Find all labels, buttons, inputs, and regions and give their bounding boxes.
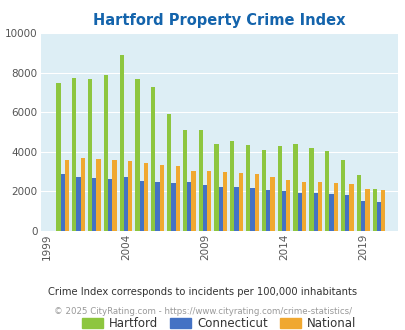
Bar	[207, 171, 211, 231]
Bar	[340, 160, 344, 231]
Bar	[139, 181, 143, 231]
Bar	[372, 189, 376, 231]
Bar	[281, 191, 286, 231]
Bar	[277, 146, 281, 231]
Bar	[182, 130, 187, 231]
Bar	[214, 144, 218, 231]
Bar	[202, 185, 207, 231]
Bar	[356, 175, 360, 231]
Bar	[230, 141, 234, 231]
Bar	[270, 177, 274, 231]
Bar	[245, 145, 250, 231]
Bar	[376, 202, 380, 231]
Bar	[261, 150, 265, 231]
Bar	[96, 159, 100, 231]
Bar	[265, 190, 270, 231]
Bar	[65, 160, 69, 231]
Bar	[108, 179, 112, 231]
Bar	[333, 183, 337, 231]
Bar	[380, 190, 384, 231]
Bar	[88, 79, 92, 231]
Bar	[222, 172, 227, 231]
Bar	[234, 187, 238, 231]
Bar	[92, 178, 96, 231]
Bar	[124, 177, 128, 231]
Bar	[286, 180, 290, 231]
Bar	[76, 177, 81, 231]
Bar	[155, 182, 159, 231]
Bar	[198, 130, 202, 231]
Bar	[175, 166, 179, 231]
Bar	[324, 151, 328, 231]
Bar	[297, 193, 301, 231]
Bar	[143, 163, 148, 231]
Bar	[187, 182, 191, 231]
Bar	[128, 161, 132, 231]
Bar	[364, 189, 369, 231]
Bar	[104, 75, 108, 231]
Bar	[60, 174, 65, 231]
Bar	[254, 174, 258, 231]
Legend: Hartford, Connecticut, National: Hartford, Connecticut, National	[77, 312, 360, 330]
Bar	[151, 87, 155, 231]
Bar	[328, 194, 333, 231]
Bar	[112, 160, 116, 231]
Bar	[159, 165, 164, 231]
Bar	[301, 182, 305, 231]
Bar	[191, 171, 195, 231]
Bar	[313, 193, 317, 231]
Bar	[309, 148, 313, 231]
Text: Crime Index corresponds to incidents per 100,000 inhabitants: Crime Index corresponds to incidents per…	[48, 287, 357, 297]
Bar	[238, 173, 243, 231]
Bar	[218, 187, 222, 231]
Bar	[81, 158, 85, 231]
Text: © 2025 CityRating.com - https://www.cityrating.com/crime-statistics/: © 2025 CityRating.com - https://www.city…	[54, 307, 351, 316]
Bar	[349, 184, 353, 231]
Bar	[344, 195, 349, 231]
Bar	[250, 188, 254, 231]
Bar	[72, 78, 76, 231]
Bar	[119, 55, 124, 231]
Bar	[317, 182, 321, 231]
Bar	[166, 114, 171, 231]
Bar	[293, 144, 297, 231]
Bar	[56, 83, 60, 231]
Bar	[135, 79, 139, 231]
Bar	[360, 201, 364, 231]
Bar	[171, 183, 175, 231]
Title: Hartford Property Crime Index: Hartford Property Crime Index	[93, 13, 345, 28]
